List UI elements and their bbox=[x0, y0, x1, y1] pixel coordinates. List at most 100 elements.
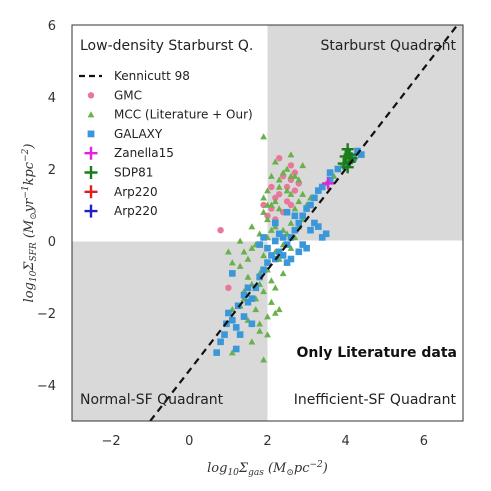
data-point-mcc-literature-our bbox=[264, 201, 271, 208]
data-point-gmc bbox=[291, 187, 299, 194]
data-point-mcc-literature-our bbox=[268, 226, 275, 233]
data-point-galaxy bbox=[342, 162, 349, 169]
data-point-gmc bbox=[291, 169, 299, 176]
y-axis-label: log10ΣSFR (M⊙yr−1kpc−2) bbox=[21, 144, 39, 303]
data-point-galaxy bbox=[315, 223, 322, 230]
data-point-mcc-literature-our bbox=[287, 172, 295, 179]
data-point-galaxy bbox=[318, 234, 326, 241]
data-points bbox=[213, 133, 365, 363]
data-point-mcc-literature-our bbox=[260, 252, 267, 259]
data-point-galaxy bbox=[268, 252, 275, 259]
data-point-galaxy bbox=[303, 205, 310, 212]
x-tick-label: 4 bbox=[342, 434, 350, 449]
data-point-mcc-literature-our bbox=[264, 187, 271, 194]
data-point-galaxy bbox=[315, 187, 322, 194]
data-point-mcc-literature-our bbox=[287, 190, 295, 197]
legend-marker-sdp81 bbox=[84, 166, 98, 179]
y-axis-ticks: −4 −2 0 2 4 6 bbox=[37, 19, 56, 394]
data-point-galaxy bbox=[287, 255, 295, 263]
data-point-mcc-literature-our bbox=[295, 198, 303, 205]
data-point-gmc bbox=[217, 227, 224, 234]
data-point-galaxy bbox=[264, 259, 271, 266]
data-point-mcc-literature-our bbox=[260, 356, 267, 363]
y-tick-label: 4 bbox=[48, 91, 56, 106]
legend-marker-zanella15 bbox=[84, 146, 98, 160]
data-point-galaxy bbox=[326, 169, 334, 176]
annotation-literature: Only Literature data bbox=[297, 345, 457, 361]
data-point-galaxy bbox=[260, 266, 267, 274]
data-point-mcc-literature-our bbox=[264, 331, 271, 338]
data-point-mcc-literature-our bbox=[260, 194, 267, 201]
legend-marker-gmc bbox=[87, 92, 95, 99]
data-point-galaxy bbox=[287, 234, 295, 241]
data-point-galaxy bbox=[275, 248, 283, 256]
data-point-galaxy bbox=[256, 241, 263, 248]
legend-label-gmc: GMC bbox=[114, 88, 142, 102]
data-point-galaxy bbox=[322, 230, 330, 238]
x-axis-ticks: −2 0 2 4 6 bbox=[102, 434, 429, 449]
data-point-mcc-literature-our bbox=[260, 288, 267, 295]
y-tick-label: 6 bbox=[48, 19, 56, 34]
data-point-mcc-literature-our bbox=[260, 208, 267, 215]
data-point-mcc-literature-our bbox=[244, 255, 252, 262]
data-point-galaxy bbox=[275, 230, 283, 238]
data-point-galaxy bbox=[221, 331, 228, 338]
data-point-mcc-literature-our bbox=[264, 313, 271, 320]
legend-label-arp220: Arp220 bbox=[114, 204, 158, 218]
data-point-mcc-literature-our bbox=[228, 259, 236, 266]
x-tick-label: 0 bbox=[185, 434, 193, 449]
data-point-galaxy bbox=[326, 176, 334, 184]
data-point-galaxy bbox=[244, 284, 252, 292]
data-point-gmc bbox=[276, 155, 283, 162]
data-point-gmc bbox=[287, 162, 295, 169]
data-point-galaxy bbox=[311, 194, 318, 202]
data-point-mcc-literature-our bbox=[279, 270, 287, 277]
data-point-galaxy bbox=[283, 241, 291, 248]
data-point-mcc-literature-our bbox=[248, 244, 256, 251]
data-point-mcc-literature-our bbox=[271, 284, 279, 291]
data-point-galaxy bbox=[299, 212, 306, 220]
data-point-galaxy bbox=[295, 248, 303, 256]
legend: Kennicutt 98 GMC MCC (Literature + Our) GAL… bbox=[79, 69, 253, 218]
data-point-mcc-literature-our bbox=[279, 169, 287, 176]
data-point-galaxy bbox=[236, 331, 244, 338]
legend-label-zanella15: Zanella15 bbox=[114, 146, 174, 160]
data-point-galaxy bbox=[307, 201, 314, 209]
data-point-galaxy bbox=[283, 259, 291, 266]
data-point-galaxy bbox=[295, 219, 303, 227]
data-point-galaxy bbox=[252, 284, 260, 292]
data-point-galaxy bbox=[334, 165, 342, 173]
data-point-galaxy bbox=[232, 324, 240, 331]
data-point-galaxy bbox=[272, 237, 279, 245]
data-point-mcc-literature-our bbox=[252, 306, 260, 313]
legend-label-arp220: Arp220 bbox=[114, 185, 158, 199]
data-point-gmc bbox=[225, 284, 232, 291]
data-point-galaxy bbox=[318, 183, 326, 191]
data-point-sdp81 bbox=[341, 161, 354, 174]
data-point-galaxy bbox=[279, 234, 287, 241]
quadrant-label-top-left: Low-density Starburst Q. bbox=[80, 38, 253, 54]
data-point-mcc-literature-our bbox=[275, 205, 283, 212]
data-point-mcc-literature-our bbox=[260, 133, 267, 140]
data-point-galaxy bbox=[307, 226, 314, 234]
data-point-mcc-literature-our bbox=[291, 205, 299, 212]
y-tick-label: 2 bbox=[48, 163, 56, 178]
data-point-sdp81 bbox=[343, 148, 356, 161]
legend-label-kennicutt-98: Kennicutt 98 bbox=[114, 69, 190, 83]
data-point-galaxy bbox=[311, 219, 318, 227]
data-point-galaxy bbox=[213, 349, 220, 356]
data-point-galaxy bbox=[291, 212, 299, 220]
data-point-galaxy bbox=[291, 226, 299, 234]
data-point-galaxy bbox=[248, 320, 256, 328]
legend-label-galaxy: GALAXY bbox=[114, 127, 163, 141]
x-tick-label: 2 bbox=[263, 434, 271, 449]
data-point-mcc-literature-our bbox=[248, 338, 256, 345]
y-tick-label: −4 bbox=[37, 379, 56, 394]
data-point-mcc-literature-our bbox=[240, 248, 248, 255]
legend-label-mcc-literature-our: MCC (Literature + Our) bbox=[114, 108, 253, 122]
x-tick-label: 6 bbox=[420, 434, 428, 449]
data-point-mcc-literature-our bbox=[295, 176, 303, 183]
data-point-mcc-literature-our bbox=[287, 244, 295, 251]
data-point-galaxy bbox=[225, 309, 232, 317]
data-point-galaxy bbox=[264, 244, 271, 252]
